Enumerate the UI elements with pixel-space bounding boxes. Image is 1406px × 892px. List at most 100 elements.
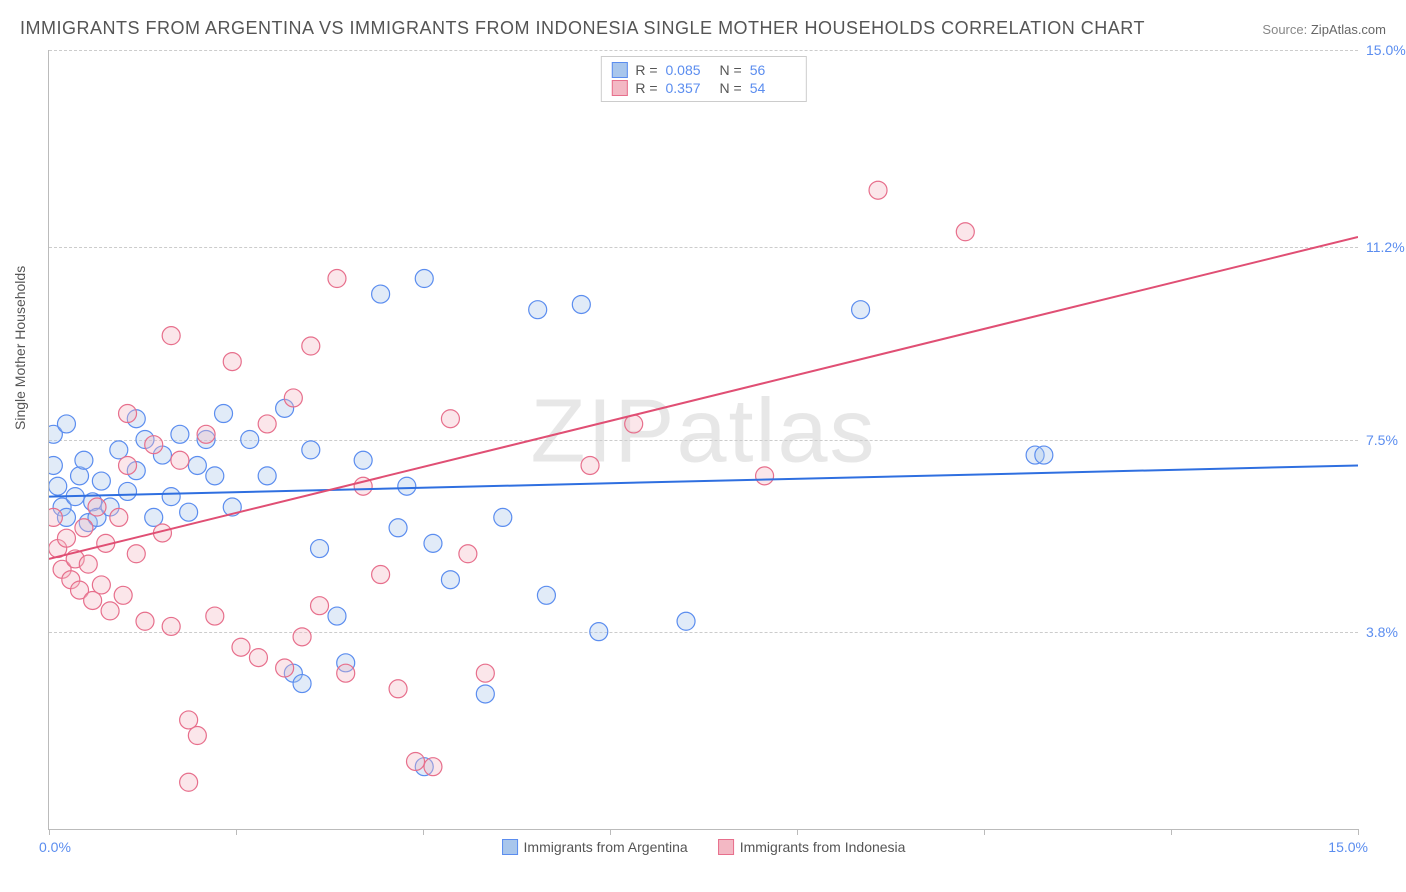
swatch-indonesia — [611, 80, 627, 96]
data-point-indonesia — [162, 617, 180, 635]
data-point-argentina — [354, 451, 372, 469]
x-tick — [49, 829, 50, 835]
x-tick — [610, 829, 611, 835]
data-point-argentina — [389, 519, 407, 537]
source-attribution: Source: ZipAtlas.com — [1262, 22, 1386, 37]
data-point-argentina — [92, 472, 110, 490]
data-point-indonesia — [407, 752, 425, 770]
data-point-indonesia — [110, 508, 128, 526]
r-value-argentina: 0.085 — [666, 62, 712, 78]
data-point-indonesia — [127, 545, 145, 563]
source-value: ZipAtlas.com — [1311, 22, 1386, 37]
data-point-argentina — [293, 675, 311, 693]
r-value-indonesia: 0.357 — [666, 80, 712, 96]
data-point-indonesia — [311, 597, 329, 615]
data-point-indonesia — [136, 612, 154, 630]
data-point-argentina — [529, 301, 547, 319]
data-point-indonesia — [223, 353, 241, 371]
y-tick-label: 3.8% — [1366, 624, 1406, 640]
data-point-indonesia — [956, 223, 974, 241]
swatch-indonesia-icon — [718, 839, 734, 855]
data-point-indonesia — [145, 436, 163, 454]
data-point-argentina — [415, 270, 433, 288]
legend-item-argentina: Immigrants from Argentina — [502, 839, 688, 855]
data-point-argentina — [57, 415, 75, 433]
x-tick — [1171, 829, 1172, 835]
r-label: R = — [635, 62, 657, 78]
data-point-indonesia — [293, 628, 311, 646]
data-point-argentina — [852, 301, 870, 319]
data-point-indonesia — [92, 576, 110, 594]
bottom-legend: Immigrants from Argentina Immigrants fro… — [502, 839, 906, 855]
data-point-indonesia — [188, 727, 206, 745]
x-tick — [1358, 829, 1359, 835]
source-label: Source: — [1262, 22, 1307, 37]
plot-area: ZIPatlas R = 0.085 N = 56 R = 0.357 N = … — [48, 50, 1358, 830]
data-point-indonesia — [258, 415, 276, 433]
legend-item-indonesia: Immigrants from Indonesia — [718, 839, 906, 855]
data-point-argentina — [590, 623, 608, 641]
data-point-indonesia — [249, 649, 267, 667]
data-point-indonesia — [756, 467, 774, 485]
data-point-argentina — [424, 534, 442, 552]
n-value-argentina: 56 — [750, 62, 796, 78]
n-label: N = — [720, 80, 742, 96]
plot-svg — [49, 50, 1358, 829]
stats-row-argentina: R = 0.085 N = 56 — [611, 61, 795, 79]
data-point-indonesia — [424, 758, 442, 776]
data-point-argentina — [1035, 446, 1053, 464]
data-point-argentina — [215, 405, 233, 423]
data-point-argentina — [328, 607, 346, 625]
stats-row-indonesia: R = 0.357 N = 54 — [611, 79, 795, 97]
data-point-argentina — [494, 508, 512, 526]
n-label: N = — [720, 62, 742, 78]
data-point-argentina — [311, 540, 329, 558]
swatch-argentina — [611, 62, 627, 78]
data-point-indonesia — [88, 498, 106, 516]
x-tick — [236, 829, 237, 835]
data-point-indonesia — [79, 555, 97, 573]
data-point-indonesia — [119, 456, 137, 474]
data-point-argentina — [75, 451, 93, 469]
data-point-indonesia — [284, 389, 302, 407]
data-point-indonesia — [57, 529, 75, 547]
legend-label-indonesia: Immigrants from Indonesia — [740, 839, 906, 855]
data-point-indonesia — [206, 607, 224, 625]
x-tick — [797, 829, 798, 835]
data-point-argentina — [241, 431, 259, 449]
data-point-argentina — [302, 441, 320, 459]
x-axis-max-label: 15.0% — [1328, 839, 1368, 855]
data-point-argentina — [476, 685, 494, 703]
data-point-argentina — [119, 482, 137, 500]
data-point-argentina — [188, 456, 206, 474]
data-point-argentina — [258, 467, 276, 485]
data-point-indonesia — [232, 638, 250, 656]
data-point-argentina — [677, 612, 695, 630]
data-point-argentina — [180, 503, 198, 521]
data-point-argentina — [537, 586, 555, 604]
data-point-indonesia — [197, 425, 215, 443]
y-tick-label: 15.0% — [1366, 42, 1406, 58]
data-point-indonesia — [171, 451, 189, 469]
data-point-indonesia — [49, 508, 62, 526]
data-point-indonesia — [372, 566, 390, 584]
data-point-argentina — [372, 285, 390, 303]
r-label: R = — [635, 80, 657, 96]
data-point-indonesia — [180, 773, 198, 791]
data-point-argentina — [441, 571, 459, 589]
data-point-argentina — [171, 425, 189, 443]
data-point-argentina — [398, 477, 416, 495]
data-point-indonesia — [114, 586, 132, 604]
x-tick — [984, 829, 985, 835]
legend-label-argentina: Immigrants from Argentina — [524, 839, 688, 855]
data-point-indonesia — [328, 270, 346, 288]
n-value-indonesia: 54 — [750, 80, 796, 96]
trendline-argentina — [49, 465, 1358, 496]
swatch-argentina-icon — [502, 839, 518, 855]
x-axis-min-label: 0.0% — [39, 839, 71, 855]
data-point-argentina — [206, 467, 224, 485]
chart-title: IMMIGRANTS FROM ARGENTINA VS IMMIGRANTS … — [20, 18, 1145, 39]
data-point-argentina — [49, 477, 67, 495]
data-point-indonesia — [75, 519, 93, 537]
data-point-indonesia — [162, 327, 180, 345]
